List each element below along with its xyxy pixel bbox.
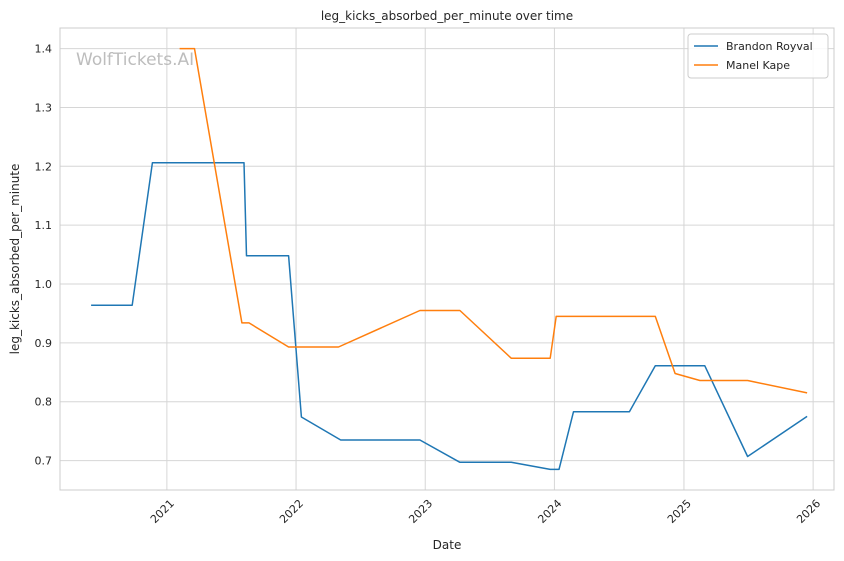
y-tick-label: 0.8 bbox=[35, 396, 53, 409]
legend-label: Brandon Royval bbox=[726, 40, 813, 53]
series-layer bbox=[91, 47, 808, 471]
legend: Brandon Royval Manel Kape bbox=[687, 33, 829, 79]
legend-box bbox=[687, 33, 829, 79]
y-tick-label: 0.9 bbox=[35, 337, 53, 350]
y-tick-label: 1.2 bbox=[35, 160, 53, 173]
chart-title: leg_kicks_absorbed_per_minute over time bbox=[321, 9, 573, 23]
y-tick-label: 1.1 bbox=[35, 219, 53, 232]
legend-label: Manel Kape bbox=[726, 59, 790, 72]
y-axis-label: leg_kicks_absorbed_per_minute bbox=[8, 164, 22, 355]
series-line-2 bbox=[179, 47, 808, 394]
y-tick-label: 1.4 bbox=[35, 43, 53, 56]
x-axis-label: Date bbox=[433, 538, 462, 552]
watermark: WolfTickets.AI bbox=[76, 50, 194, 70]
plot-frame bbox=[59, 27, 835, 491]
y-tick-label: 1.0 bbox=[35, 278, 53, 291]
series-line-1 bbox=[91, 162, 808, 471]
y-tick-label: 1.3 bbox=[35, 101, 53, 114]
grid bbox=[60, 28, 834, 490]
y-axis-ticks: 0.7 0.8 0.9 1.0 1.1 1.2 1.3 1.4 bbox=[35, 43, 53, 468]
y-tick-label: 0.7 bbox=[35, 455, 53, 468]
